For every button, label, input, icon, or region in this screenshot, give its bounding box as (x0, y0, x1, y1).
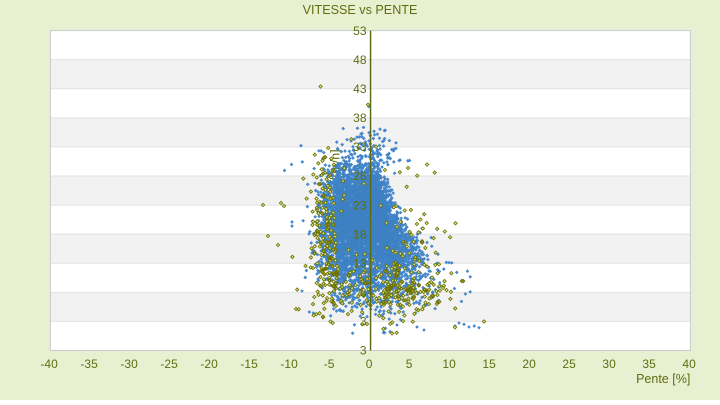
svg-text:3: 3 (360, 344, 367, 358)
svg-text:13: 13 (353, 256, 367, 270)
svg-text:48: 48 (353, 53, 367, 67)
svg-text:28: 28 (353, 169, 367, 183)
svg-text:38: 38 (353, 111, 367, 125)
svg-text:33: 33 (353, 140, 367, 154)
svg-text:-25: -25 (160, 357, 178, 371)
svg-text:-20: -20 (200, 357, 218, 371)
svg-text:30: 30 (602, 357, 616, 371)
svg-text:10: 10 (442, 357, 456, 371)
svg-text:3: 3 (360, 315, 367, 329)
svg-text:-15: -15 (240, 357, 258, 371)
svg-text:-35: -35 (80, 357, 98, 371)
svg-text:-5: -5 (324, 357, 335, 371)
svg-text:20: 20 (522, 357, 536, 371)
svg-text:15: 15 (482, 357, 496, 371)
svg-text:40: 40 (682, 357, 696, 371)
svg-text:VITESSE vs PENTE: VITESSE vs PENTE (303, 3, 418, 17)
svg-text:18: 18 (353, 227, 367, 241)
svg-text:-30: -30 (120, 357, 138, 371)
svg-text:-10: -10 (280, 357, 298, 371)
svg-text:43: 43 (353, 82, 367, 96)
svg-text:23: 23 (353, 198, 367, 212)
svg-text:8: 8 (360, 286, 367, 300)
svg-text:Pente [%]: Pente [%] (636, 372, 690, 386)
svg-text:0: 0 (366, 357, 373, 371)
svg-text:53: 53 (353, 24, 367, 38)
svg-text:35: 35 (642, 357, 656, 371)
svg-text:5: 5 (406, 357, 413, 371)
svg-text:25: 25 (562, 357, 576, 371)
svg-text:-40: -40 (40, 357, 58, 371)
